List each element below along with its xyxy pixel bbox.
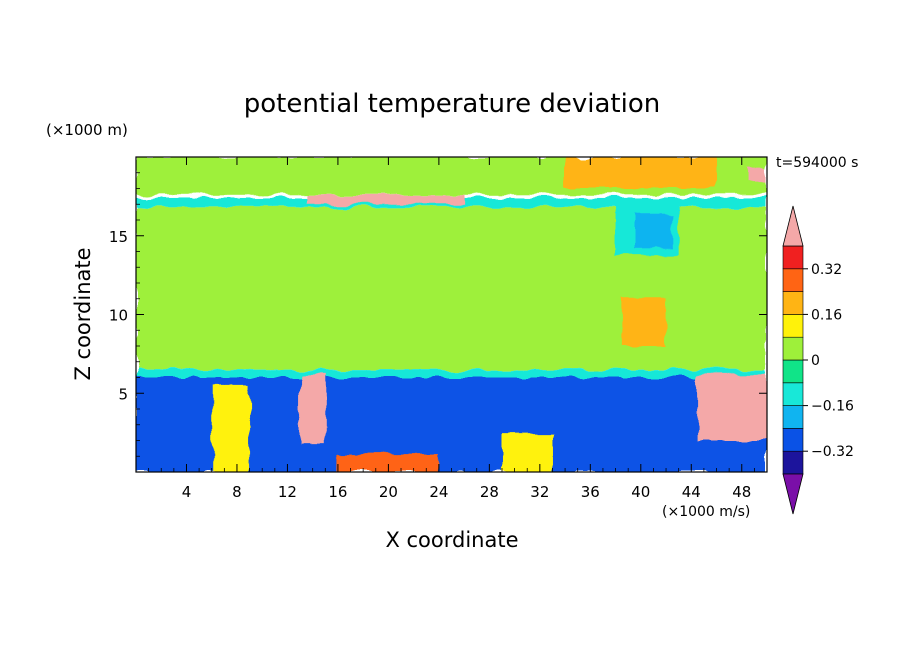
heatmap-region-9 [300, 374, 326, 444]
colorbar-tick-label: 0.16 [811, 307, 842, 323]
chart-title: potential temperature deviation [244, 89, 660, 119]
x-tick-label: 4 [182, 483, 192, 501]
x-tick-label: 20 [379, 483, 398, 501]
heatmap-region-8 [621, 298, 667, 346]
y-axis-label: Z coordinate [71, 247, 95, 380]
colorbar: 0.32 0.16 0 −0.16 −0.32 [782, 205, 854, 515]
heatmap-field [136, 157, 767, 472]
y-axis: 5 10 15 [109, 172, 767, 457]
colorbar-tick-label: −0.16 [811, 399, 854, 415]
x-tick-label: 12 [278, 483, 297, 501]
x-tick-label: 32 [530, 483, 549, 501]
colorbar-bottom-arrow [782, 473, 804, 515]
x-axis: 4 8 12 16 20 24 28 32 36 40 44 48 [148, 157, 755, 501]
colorbar-band [782, 336, 804, 361]
colorbar-band [782, 382, 804, 406]
heatmap-region-3 [136, 369, 767, 378]
colorbar-band [782, 314, 804, 338]
y-unit-label: (×1000 m) [46, 121, 128, 139]
heatmap-region-15 [748, 169, 767, 181]
x-unit-label: (×1000 m/s) [662, 504, 750, 520]
colorbar-band [782, 450, 804, 475]
y-tick-label: 10 [109, 307, 128, 325]
x-tick-label: 24 [429, 483, 448, 501]
x-tick-label: 36 [581, 483, 600, 501]
time-label: t=594000 s [776, 155, 858, 171]
heatmap-region-12 [211, 385, 250, 472]
colorbar-band [782, 268, 804, 292]
colorbar-tick-label: 0.32 [811, 262, 842, 278]
heatmap-region-11 [306, 194, 465, 205]
heatmap-region-7 [634, 213, 673, 249]
heatmap-region-10 [697, 374, 767, 441]
colorbar-band [782, 405, 804, 429]
colorbar-band [782, 359, 804, 384]
heatmap-region-13 [501, 432, 553, 472]
colorbar-tick-label: 0 [811, 353, 820, 369]
colorbar-band [782, 291, 804, 315]
colorbar-top-arrow [782, 205, 804, 247]
y-tick-label: 5 [118, 385, 128, 403]
colorbar-tick-label: −0.32 [811, 444, 854, 460]
y-tick-label: 15 [109, 228, 128, 246]
x-tick-label: 48 [732, 483, 751, 501]
x-axis-label: X coordinate [385, 528, 518, 552]
x-tick-label: 40 [631, 483, 650, 501]
colorbar-band [782, 428, 804, 452]
x-tick-label: 8 [232, 483, 242, 501]
x-tick-label: 28 [480, 483, 499, 501]
x-tick-label: 44 [682, 483, 701, 501]
heatmap-region-14 [337, 453, 439, 472]
colorbar-band [782, 245, 804, 270]
x-tick-label: 16 [328, 483, 347, 501]
